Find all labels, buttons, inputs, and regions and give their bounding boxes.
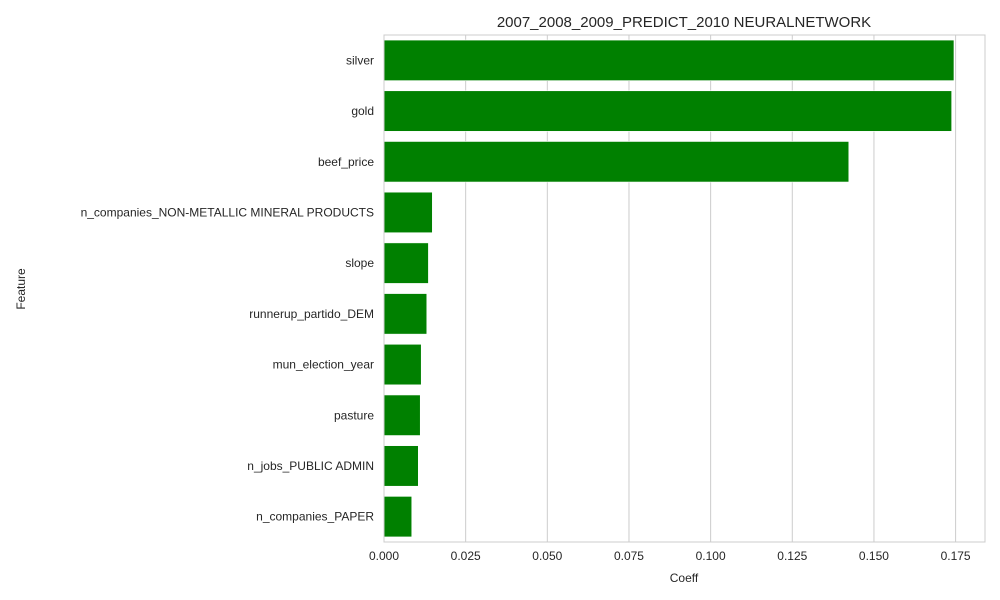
bar-beef-price — [383, 141, 850, 183]
x-tick-labels: 0.000 0.025 0.050 0.075 0.100 0.125 0.150 0.175 — [369, 549, 971, 563]
y-tick-label: n_jobs_PUBLIC ADMIN — [247, 459, 374, 473]
bar-silver — [383, 39, 955, 81]
x-tick-label: 0.075 — [614, 549, 644, 563]
bar-series — [383, 39, 955, 538]
plot-frame — [383, 34, 986, 543]
plot-border — [383, 34, 986, 543]
x-tick-label: 0.150 — [859, 549, 889, 563]
bar-slope — [383, 242, 429, 284]
bar-n-jobs-public-admin — [383, 445, 419, 487]
y-axis-label: Feature — [14, 268, 28, 310]
y-tick-label: silver — [346, 53, 374, 67]
bar-gold — [383, 90, 952, 132]
y-tick-label: runnerup_partido_DEM — [249, 307, 374, 321]
x-tick-label: 0.025 — [451, 549, 481, 563]
bar-n-companies-paper — [383, 496, 413, 538]
y-tick-label: pasture — [334, 408, 374, 422]
bar-mun-election-year — [383, 343, 422, 386]
x-tick-label: 0.175 — [941, 549, 971, 563]
y-tick-label: slope — [345, 256, 374, 270]
bar-n-companies-non-metallic-mineral-products — [383, 191, 433, 234]
y-tick-labels: silver gold beef_price n_companies_NON-META… — [81, 53, 375, 523]
chart-title: 2007_2008_2009_PREDICT_2010 NEURALNETWOR… — [497, 14, 871, 31]
y-tick-label: gold — [351, 104, 374, 118]
x-axis-label: Coeff — [670, 571, 699, 585]
x-tick-label: 0.050 — [532, 549, 562, 563]
x-tick-label: 0.100 — [696, 549, 726, 563]
x-tick-label: 0.125 — [777, 549, 807, 563]
y-tick-label: n_companies_NON-METALLIC MINERAL PRODUCT… — [81, 205, 374, 219]
bar-pasture — [383, 394, 421, 436]
bar-runnerup-partido-dem — [383, 293, 428, 335]
y-tick-label: mun_election_year — [273, 358, 374, 372]
y-tick-label: n_companies_PAPER — [256, 510, 374, 524]
y-tick-label: beef_price — [318, 155, 374, 169]
x-tick-label: 0.000 — [369, 549, 399, 563]
